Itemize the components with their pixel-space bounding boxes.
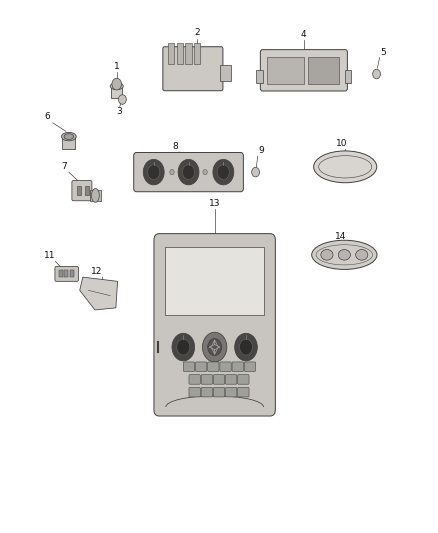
FancyBboxPatch shape <box>260 50 347 91</box>
Polygon shape <box>80 277 117 310</box>
Text: 12: 12 <box>92 267 103 276</box>
Bar <box>345 70 351 83</box>
Circle shape <box>213 159 234 185</box>
Circle shape <box>112 78 121 90</box>
FancyBboxPatch shape <box>232 362 244 372</box>
Text: 14: 14 <box>335 232 346 241</box>
FancyBboxPatch shape <box>238 375 249 384</box>
Bar <box>70 270 74 277</box>
Bar <box>168 43 174 64</box>
Circle shape <box>208 338 222 356</box>
FancyBboxPatch shape <box>244 362 255 372</box>
Text: 11: 11 <box>43 251 55 260</box>
FancyBboxPatch shape <box>238 387 249 397</box>
FancyBboxPatch shape <box>189 387 200 397</box>
Ellipse shape <box>92 189 99 203</box>
Text: 4: 4 <box>301 29 307 38</box>
Bar <box>111 86 122 98</box>
FancyBboxPatch shape <box>163 47 223 91</box>
Bar <box>185 43 191 64</box>
Text: 8: 8 <box>173 142 178 151</box>
Circle shape <box>143 159 164 185</box>
Text: 5: 5 <box>380 47 386 56</box>
Text: 1: 1 <box>114 62 120 71</box>
Circle shape <box>217 165 230 180</box>
FancyBboxPatch shape <box>201 387 212 397</box>
FancyBboxPatch shape <box>226 387 237 397</box>
Circle shape <box>177 339 190 355</box>
Bar <box>62 137 75 149</box>
FancyBboxPatch shape <box>213 387 225 397</box>
Ellipse shape <box>110 83 123 90</box>
Circle shape <box>203 169 207 175</box>
FancyBboxPatch shape <box>208 362 219 372</box>
Circle shape <box>178 159 199 185</box>
Circle shape <box>148 165 160 180</box>
Circle shape <box>240 339 253 355</box>
Circle shape <box>373 69 381 79</box>
Bar <box>59 270 63 277</box>
Ellipse shape <box>356 249 368 260</box>
Text: 13: 13 <box>209 199 220 208</box>
FancyBboxPatch shape <box>201 375 212 384</box>
Bar <box>267 56 304 84</box>
Ellipse shape <box>338 249 350 260</box>
Bar <box>90 190 101 201</box>
Circle shape <box>252 167 259 177</box>
Circle shape <box>183 165 194 180</box>
Bar <box>256 70 262 83</box>
Text: 3: 3 <box>116 108 122 116</box>
Circle shape <box>118 95 126 104</box>
Bar <box>77 187 81 195</box>
Bar <box>220 64 231 80</box>
Ellipse shape <box>61 132 76 141</box>
Text: 9: 9 <box>258 146 264 155</box>
FancyBboxPatch shape <box>134 152 244 192</box>
Circle shape <box>170 169 174 175</box>
Text: 10: 10 <box>336 139 347 148</box>
Ellipse shape <box>312 240 377 269</box>
Bar <box>64 270 68 277</box>
FancyBboxPatch shape <box>154 233 276 416</box>
Ellipse shape <box>321 249 333 260</box>
Bar <box>165 247 264 316</box>
Bar <box>194 43 200 64</box>
Ellipse shape <box>64 134 74 140</box>
Text: 6: 6 <box>44 112 50 120</box>
Text: 2: 2 <box>194 28 200 37</box>
FancyBboxPatch shape <box>184 362 194 372</box>
FancyBboxPatch shape <box>213 375 225 384</box>
Bar <box>85 187 89 195</box>
FancyBboxPatch shape <box>226 375 237 384</box>
Circle shape <box>172 333 194 361</box>
Circle shape <box>202 332 227 362</box>
Bar <box>177 43 183 64</box>
FancyBboxPatch shape <box>195 362 207 372</box>
Circle shape <box>235 333 257 361</box>
Ellipse shape <box>314 151 377 183</box>
Bar <box>308 56 339 84</box>
FancyBboxPatch shape <box>55 266 78 281</box>
FancyBboxPatch shape <box>72 181 92 201</box>
Text: 7: 7 <box>61 162 67 171</box>
FancyBboxPatch shape <box>189 375 200 384</box>
FancyBboxPatch shape <box>220 362 231 372</box>
